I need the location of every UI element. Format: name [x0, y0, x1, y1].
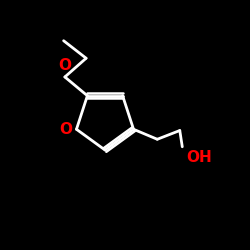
Text: O: O	[58, 58, 71, 73]
Text: OH: OH	[186, 150, 212, 165]
Text: O: O	[60, 122, 73, 137]
